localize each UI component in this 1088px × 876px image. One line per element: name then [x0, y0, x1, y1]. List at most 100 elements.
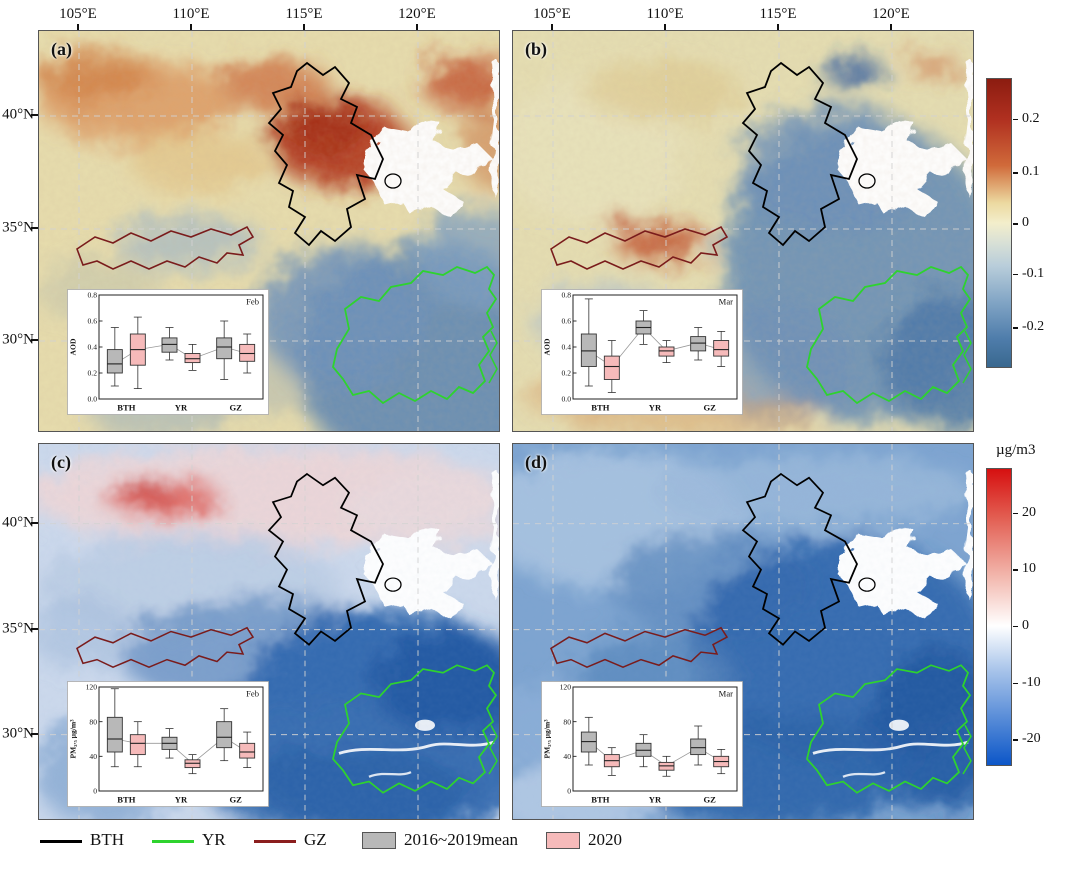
svg-text:0: 0: [567, 787, 571, 796]
lat-label: 30°N: [2, 725, 34, 742]
svg-text:Mar: Mar: [719, 689, 733, 699]
svg-text:GZ: GZ: [229, 403, 242, 413]
axis-tick: [31, 733, 38, 735]
map-panel-b: (b) 0.0 0.2 0.4 0.6 0.8 BTH YR GZ AOD Mar: [512, 30, 974, 432]
legend-line-bth: [40, 840, 82, 843]
map-c-raster: [39, 444, 499, 819]
svg-text:GZ: GZ: [229, 795, 242, 805]
legend-label-gz: GZ: [304, 830, 327, 849]
colorbar-tick-label: 0: [1022, 617, 1029, 633]
lat-label: 40°N: [2, 106, 34, 123]
axis-tick: [664, 24, 666, 30]
colorbar-pm-gradient: [986, 468, 1012, 766]
inset-boxplot-a: 0.0 0.2 0.4 0.6 0.8 BTH YR GZ AOD Feb: [67, 289, 269, 415]
svg-text:GZ: GZ: [703, 403, 716, 413]
legend-line-gz: [254, 840, 296, 843]
map-d-raster: [513, 444, 973, 819]
svg-text:120: 120: [86, 683, 98, 692]
svg-text:80: 80: [563, 717, 571, 726]
svg-text:AOD: AOD: [543, 338, 552, 355]
colorbar-tick: [1013, 682, 1018, 685]
lon-label: 120°E: [872, 6, 910, 22]
axis-tick: [31, 628, 38, 630]
svg-text:120: 120: [560, 683, 572, 692]
panel-label-d: (d): [525, 452, 547, 472]
colorbar-tick: [1013, 625, 1018, 628]
svg-text:40: 40: [563, 752, 571, 761]
legend-line-yr: [152, 840, 194, 843]
axis-tick: [31, 227, 38, 229]
colorbar-tick: [1013, 172, 1018, 174]
colorbar-tick-label: 20: [1022, 504, 1036, 520]
lon-label: 115°E: [285, 6, 323, 22]
svg-text:0.6: 0.6: [562, 317, 572, 326]
axis-tick: [31, 339, 38, 341]
axis-tick: [416, 24, 418, 30]
svg-text:YR: YR: [175, 795, 188, 805]
lat-label: 40°N: [2, 514, 34, 531]
colorbar-aod-gradient: [986, 78, 1012, 368]
colorbar-tick-label: 0: [1022, 215, 1029, 230]
lon-label: 110°E: [646, 6, 684, 22]
svg-text:0.8: 0.8: [562, 291, 572, 300]
svg-text:0.0: 0.0: [88, 395, 98, 404]
colorbar-tick-label: -20: [1022, 731, 1041, 747]
lat-label: 35°N: [2, 219, 34, 236]
colorbar-tick: [1013, 118, 1018, 121]
axis-tick: [190, 24, 192, 30]
colorbar-aod: 0.2 0.1 0 -0.1 -0.2: [986, 78, 1056, 368]
svg-text:0: 0: [93, 787, 97, 796]
svg-text:0.0: 0.0: [562, 395, 572, 404]
svg-text:BTH: BTH: [591, 795, 609, 805]
svg-text:80: 80: [89, 717, 97, 726]
lon-label: 105°E: [533, 6, 571, 22]
axis-tick: [777, 24, 779, 30]
svg-text:0.2: 0.2: [562, 369, 572, 378]
inset-boxplot-d: 0 40 80 120 BTH YR GZ PM₂.₅ µg/m³ Mar: [541, 681, 743, 807]
colorbar-tick-label: -0.2: [1022, 319, 1045, 335]
axis-tick: [31, 114, 38, 116]
legend-label-2020: 2020: [588, 830, 622, 849]
svg-text:0.2: 0.2: [88, 369, 98, 378]
axis-tick: [890, 24, 892, 30]
svg-text:40: 40: [89, 752, 97, 761]
svg-text:YR: YR: [175, 403, 188, 413]
map-panel-a: (a) 0.0 0.2 0.4 0.6 0.8 BTH YR GZ AOD Feb: [38, 30, 500, 432]
map-panel-d: (d) 0 40 80 120 BTH YR GZ PM₂.₅ µg/m³ Mar: [512, 443, 974, 820]
svg-text:0.4: 0.4: [562, 343, 572, 352]
svg-text:0.8: 0.8: [88, 291, 98, 300]
lat-label: 30°N: [2, 331, 34, 348]
svg-text:AOD: AOD: [69, 338, 78, 355]
colorbar-pm: 20 10 0 -10 -20: [986, 468, 1056, 766]
inset-boxplot-b: 0.0 0.2 0.4 0.6 0.8 BTH YR GZ AOD Mar: [541, 289, 743, 415]
axis-tick: [77, 24, 79, 30]
legend-label-bth: BTH: [90, 830, 124, 849]
lon-label: 110°E: [172, 6, 210, 22]
panel-label-b: (b): [525, 39, 547, 59]
lon-label: 115°E: [759, 6, 797, 22]
lon-label: 105°E: [59, 6, 97, 22]
legend-label-mean: 2016~2019mean: [404, 830, 519, 849]
legend-label-yr: YR: [202, 830, 226, 849]
svg-text:0.6: 0.6: [88, 317, 98, 326]
map-panel-c: (c) 0 40 80 120 BTH YR GZ PM₂.₅ µg/m³ Feb: [38, 443, 500, 820]
legend-swatch-2020: [546, 832, 580, 849]
panel-label-a: (a): [51, 39, 72, 59]
legend-swatch-mean: [362, 832, 396, 849]
colorbar-tick-label: 0.2: [1022, 110, 1040, 126]
colorbar-tick-label: -0.1: [1022, 265, 1045, 281]
svg-text:YR: YR: [649, 795, 662, 805]
svg-text:YR: YR: [649, 403, 662, 413]
lon-label: 120°E: [398, 6, 436, 22]
colorbar-tick-label: -10: [1022, 674, 1041, 690]
colorbar-tick: [1013, 273, 1018, 276]
inset-boxplot-c: 0 40 80 120 BTH YR GZ PM₂.₅ µg/m³ Feb: [67, 681, 269, 807]
svg-text:Mar: Mar: [719, 297, 733, 307]
colorbar-tick: [1013, 327, 1018, 329]
svg-text:BTH: BTH: [117, 403, 135, 413]
map-a-raster: [39, 31, 499, 431]
axis-tick: [551, 24, 553, 30]
axis-tick: [31, 522, 38, 524]
colorbar-tick-label: 0.1: [1022, 164, 1040, 180]
colorbar-tick: [1013, 223, 1018, 225]
